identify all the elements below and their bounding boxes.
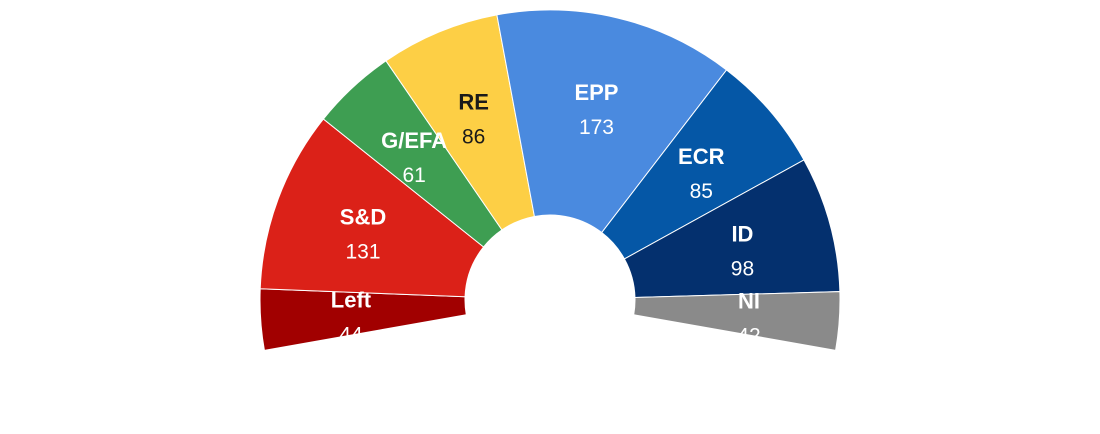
label-id: ID — [731, 221, 753, 246]
value-epp: 173 — [579, 116, 614, 139]
label-left: Left — [331, 288, 372, 313]
segment-epp — [496, 9, 728, 234]
value-id: 98 — [731, 257, 754, 280]
label-re: RE — [458, 90, 489, 115]
label-s-d: S&D — [340, 204, 386, 229]
value-g-efa: 61 — [402, 164, 425, 187]
value-re: 86 — [462, 126, 485, 149]
value-left: 44 — [339, 324, 363, 347]
label-epp: EPP — [574, 80, 618, 105]
segment-ni — [633, 291, 841, 351]
value-ni: 42 — [737, 324, 760, 347]
label-ecr: ECR — [678, 144, 725, 169]
chart-segments — [259, 9, 841, 351]
label-g-efa: G/EFA — [381, 128, 447, 153]
value-ecr: 85 — [690, 180, 713, 203]
value-s-d: 131 — [346, 240, 381, 263]
segment-s-d — [259, 118, 485, 298]
label-ni: NI — [738, 288, 760, 313]
chart-labels: Left 44 S&D 131 G/EFA 61 RE 86 EPP 173 ECR 85 ID 98 NI… — [331, 80, 761, 348]
